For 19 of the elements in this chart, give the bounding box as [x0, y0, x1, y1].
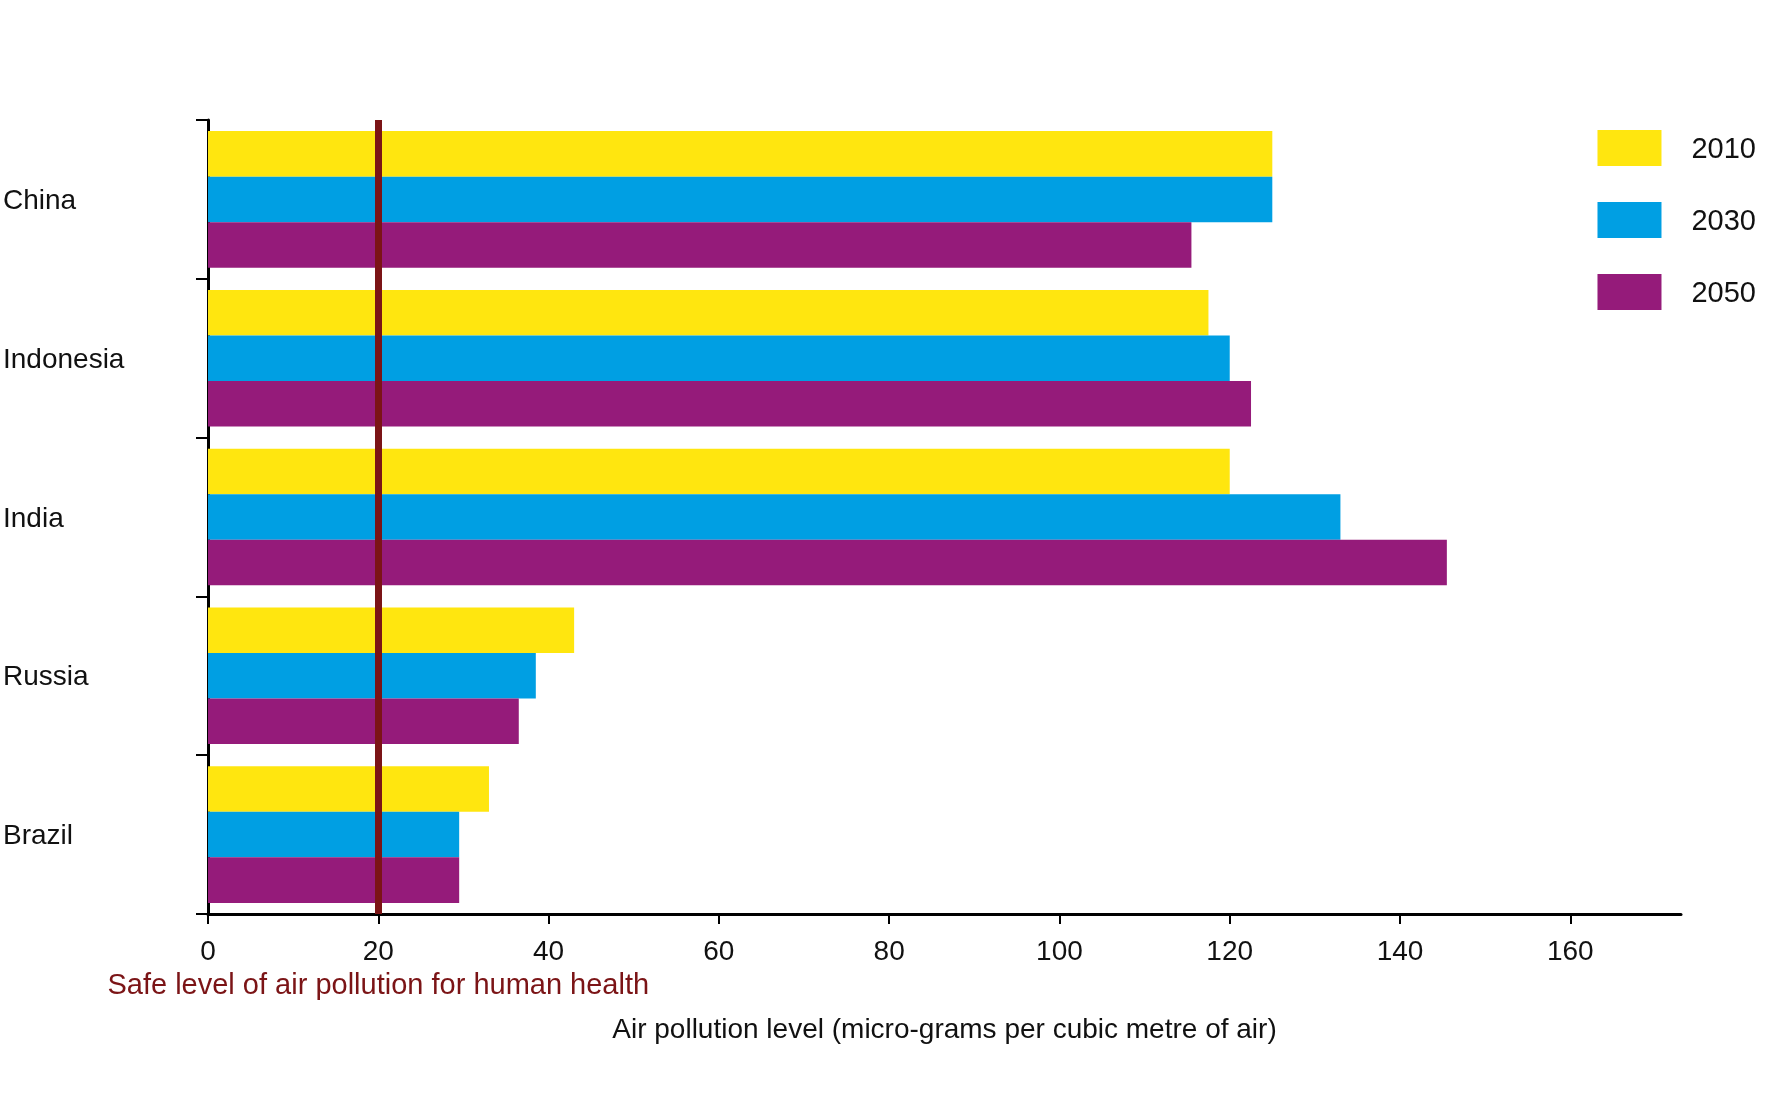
x-axis-title: Air pollution level (micro-grams per cubic metre of air) — [612, 1012, 1277, 1044]
x-tick-label: 40 — [533, 934, 565, 966]
x-tick-label: 60 — [703, 934, 735, 966]
ref-line-label: Safe level of air pollution for human health — [107, 967, 650, 1000]
y-tick-label: India — [3, 501, 65, 533]
x-tick-label: 0 — [200, 934, 216, 966]
x-tick-label: 140 — [1376, 934, 1424, 966]
legend-label: 2050 — [1691, 276, 1756, 308]
legend-label: 2010 — [1691, 132, 1756, 164]
y-tick-label: Brazil — [3, 819, 74, 851]
x-tick-label: 20 — [362, 934, 394, 966]
x-tick-label: 80 — [873, 934, 905, 966]
x-tick-label: 100 — [1036, 934, 1083, 966]
y-tick-label: Indonesia — [3, 342, 125, 374]
x-tick-label: 160 — [1546, 934, 1594, 966]
legend-label: 2030 — [1691, 204, 1756, 236]
x-tick-label: 120 — [1206, 934, 1254, 966]
y-tick-label: Russia — [3, 660, 90, 692]
y-tick-label: China — [3, 183, 77, 215]
